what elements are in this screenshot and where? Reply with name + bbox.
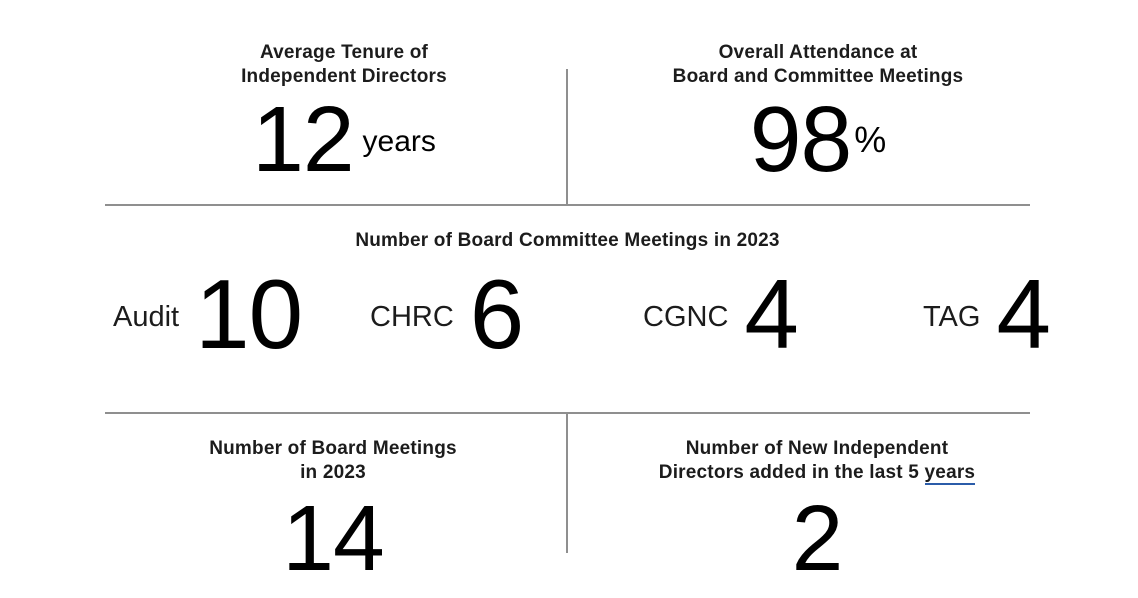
divider-horizontal-bottom (105, 412, 1030, 414)
committee-stat-tag: TAG 4 (923, 265, 1051, 363)
board-meetings-value: 14 (282, 486, 384, 590)
years-link[interactable]: years (924, 462, 976, 485)
committee-label-chrc: CHRC (370, 301, 454, 333)
tenure-title-line2: Independent Directors (241, 66, 447, 87)
tenure-stat: 12 years (104, 93, 584, 186)
committee-label-cgnc: CGNC (643, 301, 729, 333)
board-meetings-stat: 14 (93, 492, 573, 585)
committee-stat-cgnc: CGNC 4 (643, 265, 799, 363)
divider-horizontal-top (105, 204, 1030, 206)
attendance-title: Overall Attendance at Board and Committe… (578, 41, 1058, 89)
committee-meetings-title: Number of Board Committee Meetings in 20… (355, 230, 780, 251)
tenure-title: Average Tenure of Independent Directors (104, 41, 584, 89)
new-directors-title-line2-text: Directors added in the last 5 (658, 462, 925, 483)
new-directors-stat: 2 (577, 492, 1057, 585)
divider-vertical-top (566, 69, 568, 204)
committee-value-chrc: 6 (469, 259, 525, 369)
committee-label-audit: Audit (113, 301, 180, 333)
new-directors-value: 2 (791, 486, 844, 590)
board-meetings-title: Number of Board Meetings in 2023 (93, 437, 573, 485)
tenure-value: 12 (252, 87, 354, 191)
new-directors-title-line1: Number of New Independent (685, 438, 949, 459)
attendance-value: 98 (749, 87, 852, 191)
board-meetings-title-line2: in 2023 (300, 462, 366, 483)
committee-stat-chrc: CHRC 6 (370, 265, 524, 363)
attendance-unit: % (854, 119, 887, 160)
attendance-title-line2: Board and Committee Meetings (672, 66, 964, 87)
committee-stat-audit: Audit 10 (113, 265, 303, 363)
board-meetings-title-line1: Number of Board Meetings (209, 438, 457, 459)
tenure-title-line1: Average Tenure of (259, 42, 429, 63)
tenure-unit: years (362, 125, 436, 158)
new-directors-title: Number of New Independent Directors adde… (577, 437, 1057, 485)
new-directors-title-line2: Directors added in the last 5 years (577, 461, 1057, 485)
attendance-stat: 98% (578, 93, 1058, 186)
committee-value-tag: 4 (996, 259, 1051, 369)
attendance-title-line1: Overall Attendance at (718, 42, 918, 63)
committee-label-tag: TAG (923, 301, 981, 333)
divider-vertical-bottom (566, 412, 568, 553)
committee-value-cgnc: 4 (744, 259, 799, 369)
committee-value-audit: 10 (195, 259, 303, 369)
